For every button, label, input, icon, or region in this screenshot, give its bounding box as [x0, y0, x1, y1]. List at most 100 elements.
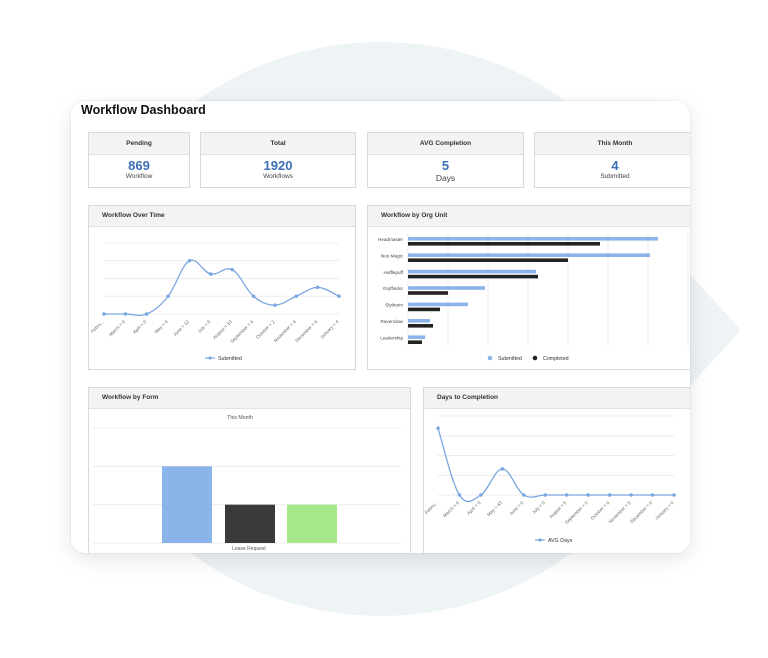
data-point — [479, 493, 483, 497]
card-subtitle: Submitted — [600, 173, 630, 180]
data-point — [166, 294, 170, 299]
data-point — [629, 493, 633, 497]
card-value: 5 — [441, 158, 450, 173]
card-value: 869 — [128, 158, 150, 173]
card-pending[interactable]: Pending 869 Workflow — [88, 132, 190, 188]
data-point — [251, 294, 256, 299]
x-tick-label: July = 9 — [197, 319, 212, 334]
x-tick-label: April = 0 — [466, 500, 482, 516]
bar-completed — [408, 258, 568, 262]
legend-marker — [538, 538, 542, 542]
x-tick-label: June = 0 — [508, 500, 524, 516]
card-avg-completion[interactable]: AVG Completion 5 Days — [367, 132, 524, 188]
bar-submitted — [408, 319, 430, 323]
legend-marker — [208, 356, 212, 360]
y-tick-label: Leadership — [380, 335, 403, 340]
chart-workflow-by-form: This Month Leave Request — [93, 415, 401, 552]
data-point — [230, 267, 234, 272]
dashboard-window: Workflow Dashboard Pending 869 Workflow … — [71, 101, 690, 553]
card-subtitle: Workflow — [125, 173, 153, 180]
data-point — [500, 467, 505, 471]
legend-label: AVG Days — [548, 538, 573, 544]
panel-days-to-completion: Days to Completion Febru... March = 0 Apri… — [423, 387, 690, 553]
card-title: This Month — [535, 133, 690, 155]
bar-submitted — [408, 286, 485, 290]
data-point — [457, 493, 462, 497]
data-point — [650, 493, 655, 497]
x-tick-label: December = 0 — [629, 500, 653, 524]
x-tick-label: January = 4 — [319, 319, 340, 340]
y-tick-label: Headmaster — [378, 237, 403, 242]
card-title: Pending — [89, 133, 189, 155]
y-tick-label: Hufflepuff — [384, 270, 404, 275]
bar-submitted — [408, 253, 650, 257]
data-point — [315, 285, 320, 290]
x-tick-label: July = 0 — [531, 500, 546, 515]
x-tick-label: May = 43 — [486, 500, 503, 517]
card-title: Total — [201, 133, 355, 155]
series-line — [104, 259, 340, 317]
bar-completed — [408, 274, 538, 279]
x-tick-label: June = 12 — [172, 319, 190, 337]
panel-title: Workflow by Form — [89, 388, 410, 409]
data-point — [543, 493, 548, 497]
form-bar — [162, 466, 212, 543]
y-tick-label: Non Magic — [381, 253, 404, 258]
data-point — [672, 493, 676, 497]
card-value: 1920 — [263, 158, 293, 173]
x-tick-label: December = 6 — [294, 319, 318, 343]
data-point — [187, 258, 192, 263]
y-tick-label: Ravenclaw — [381, 319, 404, 324]
chart-subtitle: This Month — [227, 415, 253, 421]
data-point — [273, 303, 277, 307]
x-tick-label: March = 0 — [442, 500, 460, 518]
legend-marker — [532, 355, 538, 361]
x-tick-label: Leave Request — [232, 546, 266, 552]
card-subtitle: Workflows — [263, 173, 293, 180]
bar-submitted — [408, 335, 425, 339]
x-tick-label: May = 4 — [154, 319, 169, 334]
data-point — [586, 493, 590, 497]
legend-marker — [487, 355, 493, 361]
x-tick-label: April = 0 — [132, 319, 148, 335]
page-title: Workflow Dashboard — [81, 103, 206, 117]
legend-label: Submitted — [498, 356, 522, 362]
x-tick-label: March = 0 — [108, 319, 126, 337]
card-this-month[interactable]: This Month 4 Submitted — [534, 132, 690, 188]
x-tick-label: October = 2 — [255, 319, 276, 340]
form-bar — [225, 504, 275, 543]
y-tick-label: Gryffindor — [383, 286, 404, 291]
panel-title: Workflow by Org Unit — [368, 206, 690, 227]
data-point — [144, 312, 149, 316]
data-point — [436, 426, 440, 430]
data-point — [522, 493, 526, 497]
card-subtitle: Days — [435, 173, 456, 183]
card-total[interactable]: Total 1920 Workflows — [200, 132, 356, 188]
data-point — [607, 493, 612, 497]
background-arrow-shape — [686, 270, 741, 390]
data-point — [337, 294, 341, 299]
bar-submitted — [408, 237, 658, 241]
chart-days-to-completion: Febru... March = 0 April = 0 May = 43 June =… — [424, 415, 676, 544]
bar-completed — [408, 340, 422, 344]
chart-workflow-by-org-unit: Headmaster Non Magic Hufflepuff Gryffindor S… — [378, 233, 689, 362]
form-bar — [287, 504, 337, 543]
data-point — [123, 312, 128, 316]
bar-submitted — [408, 302, 468, 307]
x-tick-label: October = 0 — [590, 500, 611, 521]
x-tick-label: September = 0 — [564, 500, 589, 525]
bar-completed — [408, 242, 600, 246]
legend-label: Submitted — [218, 356, 242, 362]
legend-label: Completed — [543, 356, 569, 362]
bar-completed — [408, 324, 433, 328]
bar-submitted — [408, 269, 536, 274]
data-point — [294, 294, 299, 299]
x-tick-label: Febru... — [90, 319, 105, 334]
x-tick-label: August = 0 — [548, 500, 567, 519]
panel-title: Workflow Over Time — [89, 206, 355, 227]
x-tick-label: August = 10 — [212, 319, 233, 340]
y-tick-label: Slytherin — [385, 303, 403, 308]
bar-completed — [408, 291, 448, 295]
panel-title: Days to Completion — [424, 388, 690, 409]
card-value: 4 — [611, 158, 619, 173]
